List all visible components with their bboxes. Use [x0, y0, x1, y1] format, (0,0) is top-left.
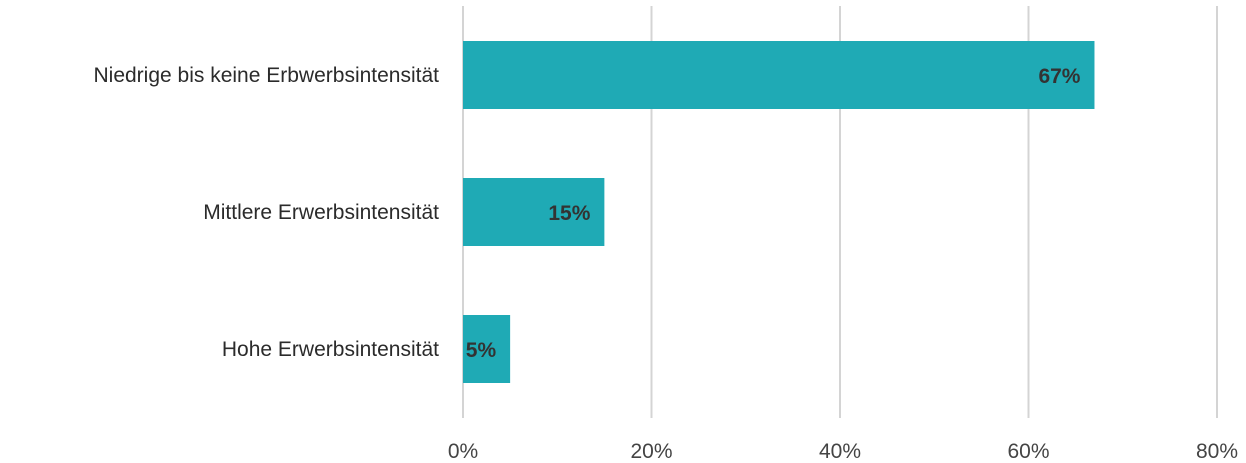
x-tick-label: 80% [1196, 440, 1238, 463]
category-label: Niedrige bis keine Erbwerbsintensität [93, 64, 439, 87]
x-tick-label: 40% [819, 440, 861, 463]
x-tick-label: 0% [448, 440, 478, 463]
category-label: Mittlere Erwerbsintensität [203, 201, 439, 224]
bar [463, 41, 1095, 109]
bar [463, 178, 605, 246]
category-label: Hohe Erwerbsintensität [222, 338, 439, 361]
data-label: 5% [466, 339, 497, 362]
category-labels: Niedrige bis keine Erbwerbsintensität Mit… [93, 64, 439, 361]
bar [463, 315, 511, 383]
x-tick-label: 20% [630, 440, 672, 463]
bars [463, 41, 1095, 383]
data-label: 15% [548, 202, 590, 225]
x-tick-label: 60% [1007, 440, 1049, 463]
data-labels: 67% 15% 5% [466, 65, 1081, 362]
data-label: 67% [1038, 65, 1080, 88]
x-axis-ticks: 0% 20% 40% 60% 80% [448, 440, 1238, 463]
